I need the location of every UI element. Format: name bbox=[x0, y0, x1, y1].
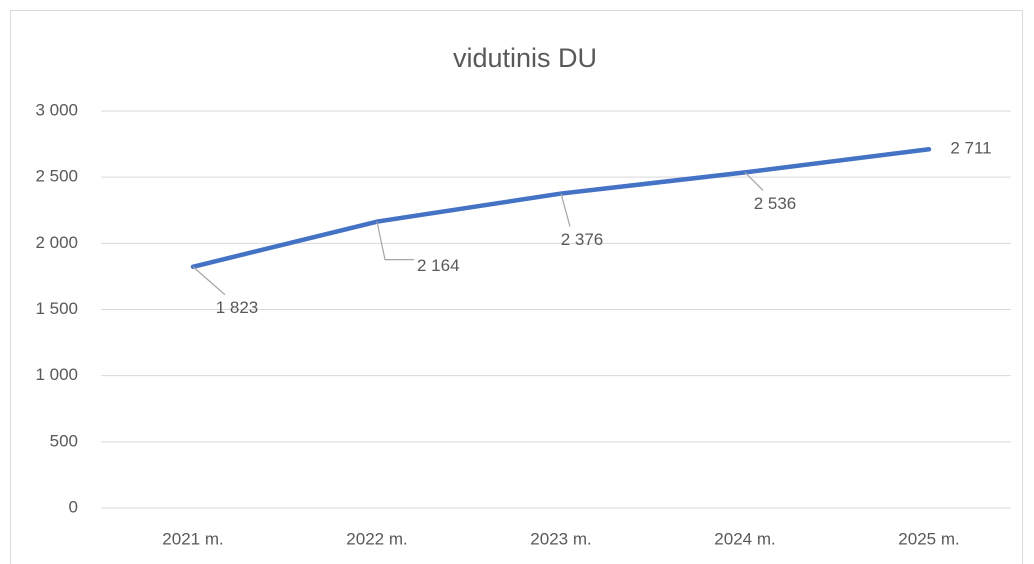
x-tick-label: 2024 m. bbox=[714, 529, 775, 548]
leader-line bbox=[560, 193, 571, 227]
y-tick-label: 2 000 bbox=[35, 233, 78, 252]
data-label: 2 711 bbox=[950, 139, 991, 158]
leader-line bbox=[744, 171, 764, 191]
y-tick-label: 1 000 bbox=[35, 365, 78, 384]
leader-line bbox=[376, 221, 414, 261]
x-tick-label: 2021 m. bbox=[162, 529, 223, 548]
chart-border bbox=[10, 10, 1023, 564]
data-label: 2 164 bbox=[417, 256, 460, 275]
chart-title: vidutinis DU bbox=[453, 43, 597, 73]
y-tick-label: 2 500 bbox=[35, 167, 78, 186]
y-tick-label: 0 bbox=[69, 497, 78, 516]
y-tick-label: 1 500 bbox=[35, 299, 78, 318]
x-tick-label: 2022 m. bbox=[346, 529, 407, 548]
data-label: 1 823 bbox=[216, 298, 259, 317]
data-label: 2 376 bbox=[561, 230, 604, 249]
y-tick-label: 3 000 bbox=[35, 100, 78, 119]
data-label: 2 536 bbox=[754, 194, 797, 213]
x-tick-label: 2023 m. bbox=[530, 529, 591, 548]
leader-line bbox=[192, 266, 226, 296]
y-tick-label: 500 bbox=[50, 431, 78, 450]
x-tick-label: 2025 m. bbox=[898, 529, 959, 548]
